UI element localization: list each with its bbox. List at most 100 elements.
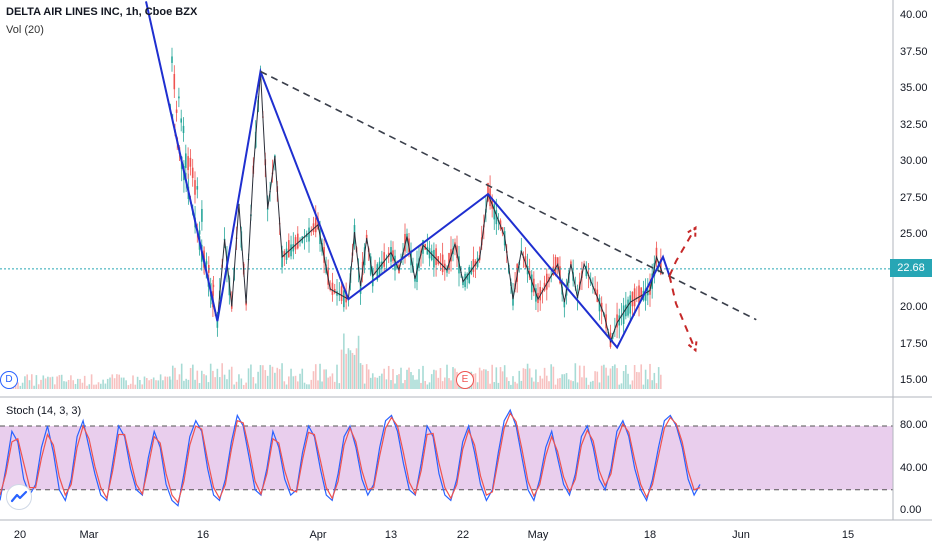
- volume-bar: [102, 379, 104, 389]
- volume-bar: [281, 363, 283, 389]
- volume-bar: [230, 366, 233, 389]
- candle-body: [576, 297, 579, 299]
- stoch-tick-label: 40.00: [900, 461, 928, 474]
- volume-bar: [418, 369, 420, 389]
- volume-bar: [385, 379, 388, 389]
- candle-body: [359, 281, 362, 294]
- stoch-legend[interactable]: Stoch (14, 3, 3): [6, 405, 82, 417]
- volume-bar: [535, 369, 537, 389]
- symbol-legend[interactable]: DELTA AIR LINES INC, 1h, Cboe BZX: [6, 6, 198, 18]
- earnings-badge[interactable]: E: [456, 371, 474, 389]
- volume-bar: [657, 367, 660, 389]
- candle-body: [545, 273, 548, 290]
- volume-bar: [166, 376, 169, 389]
- candle-body: [556, 257, 559, 269]
- drawing-layer[interactable]: [145, 1, 757, 353]
- last-price-label: 22.68: [890, 259, 932, 277]
- volume-bar: [93, 384, 95, 389]
- volume-bar: [347, 348, 350, 389]
- volume-bar: [552, 366, 555, 389]
- volume-bar: [250, 364, 252, 389]
- volume-bar: [394, 383, 396, 389]
- candle-body: [622, 305, 625, 324]
- dividend-badge[interactable]: D: [0, 371, 18, 389]
- volume-bar: [305, 384, 308, 389]
- volume-bar: [570, 380, 572, 389]
- volume-bar: [574, 363, 577, 389]
- volume-bar: [157, 380, 160, 389]
- volume-bar: [439, 368, 442, 389]
- volume-bar: [499, 367, 502, 389]
- volume-bar: [489, 383, 491, 389]
- volume-bar: [146, 378, 148, 389]
- candle-body: [189, 157, 192, 167]
- volume-bar: [638, 372, 640, 389]
- volume-bar: [274, 372, 276, 389]
- volume-bar: [288, 376, 290, 389]
- volume-bar: [35, 375, 38, 389]
- volume-bar: [444, 377, 446, 389]
- volume-bar: [376, 377, 379, 389]
- candle-body: [638, 285, 640, 304]
- volume-bar: [129, 383, 132, 389]
- volume-bar: [209, 363, 212, 389]
- volume-bar: [240, 378, 243, 389]
- candle-body: [476, 257, 479, 268]
- candle-body: [365, 234, 368, 240]
- volume-bar: [205, 375, 208, 389]
- volume-bar: [132, 375, 134, 389]
- volume-bar: [510, 384, 512, 389]
- candle-body: [317, 217, 319, 230]
- volume-bar: [361, 364, 364, 389]
- pattern-zigzag-line[interactable]: [145, 1, 671, 350]
- volume-bar: [508, 381, 510, 389]
- tradingview-logo-icon[interactable]: [6, 484, 32, 510]
- volume-bar: [622, 371, 625, 389]
- volume-bar: [433, 369, 435, 389]
- projection-down-line[interactable]: [668, 275, 697, 351]
- volume-bar: [441, 381, 444, 389]
- candle-body: [493, 204, 496, 220]
- time-tick-label: 13: [384, 529, 398, 541]
- volume-bar: [136, 376, 139, 389]
- volume-bar: [503, 365, 506, 389]
- volume-bar: [19, 385, 22, 389]
- volume-legend[interactable]: Vol (20): [6, 24, 44, 36]
- volume-bar: [214, 377, 216, 389]
- candle-body: [433, 249, 435, 268]
- candle-body: [173, 73, 176, 90]
- candle-body: [314, 217, 317, 233]
- volume-bar: [37, 384, 40, 389]
- volume-bar: [633, 365, 636, 389]
- volume-bar: [410, 372, 412, 389]
- candle-body: [416, 263, 418, 282]
- volume-bar: [200, 370, 203, 389]
- volume-bar: [223, 374, 226, 389]
- volume-bar: [404, 379, 406, 389]
- volume-bar: [357, 335, 360, 389]
- volume-bar: [636, 371, 638, 389]
- volume-bar: [308, 384, 310, 389]
- candle-body: [454, 242, 456, 245]
- volume-bar: [321, 381, 323, 389]
- volume-bar: [77, 378, 79, 389]
- volume-bar: [649, 363, 651, 389]
- volume-bar: [340, 349, 343, 389]
- time-tick-label: May: [527, 529, 549, 541]
- descending-trendline[interactable]: [260, 70, 757, 321]
- candle-body: [535, 288, 537, 302]
- volume-bar: [353, 354, 356, 389]
- volume-bar: [269, 364, 271, 389]
- volume-bar: [139, 380, 141, 389]
- volume-bar: [303, 382, 306, 389]
- volume-bar: [292, 376, 295, 389]
- candle-body: [435, 248, 437, 266]
- volume-bar: [629, 384, 632, 389]
- projection-down-arrowhead: [687, 341, 698, 353]
- candle-body: [301, 236, 304, 243]
- volume-bar: [176, 379, 179, 389]
- swing-path-line[interactable]: [216, 71, 664, 344]
- candle-body: [371, 269, 374, 287]
- projection-up-line[interactable]: [668, 227, 697, 277]
